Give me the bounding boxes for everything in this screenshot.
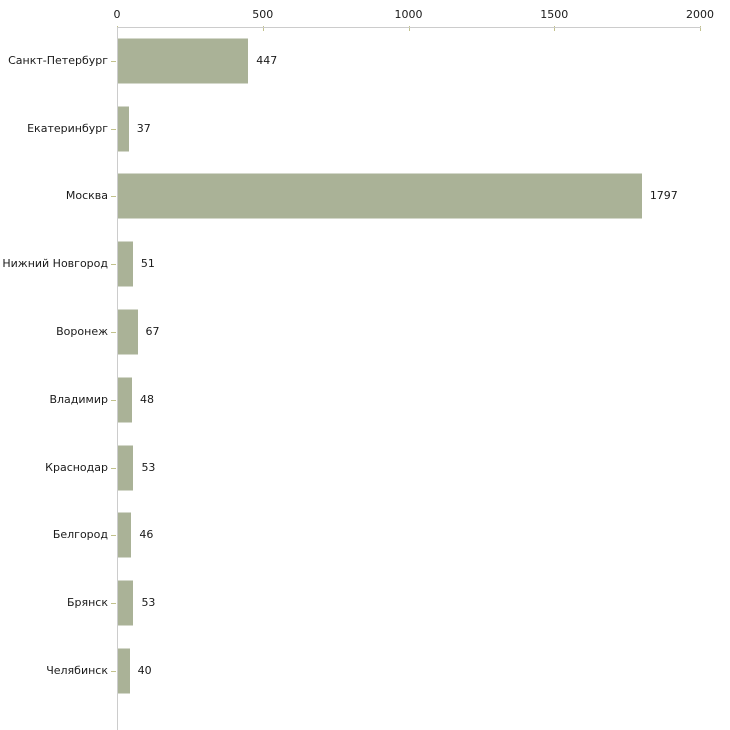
- x-axis-tick-label: 0: [113, 8, 121, 21]
- bar-row: Санкт-Петербург 447: [0, 27, 730, 95]
- bar: [118, 512, 132, 558]
- value-label: 447: [256, 53, 278, 67]
- bar: [118, 309, 138, 355]
- category-tick-mark: [111, 128, 116, 130]
- bar-row: Брянск 53: [0, 569, 730, 637]
- category-label: Челябинск: [46, 664, 108, 678]
- x-axis-tick-label: 500: [252, 8, 274, 21]
- category-tick-mark: [111, 535, 116, 537]
- category-label: Брянск: [66, 596, 108, 610]
- bar: [118, 241, 133, 287]
- category-label: Владимир: [49, 392, 108, 406]
- bar: [118, 580, 134, 626]
- x-axis-tick-mark: [700, 26, 701, 31]
- category-tick-mark: [111, 60, 116, 62]
- category-label: Воронеж: [56, 325, 108, 339]
- x-axis-tick-mark: [262, 26, 264, 31]
- value-label: 46: [139, 528, 154, 542]
- bar: [118, 445, 134, 491]
- category-label: Санкт-Петербург: [8, 53, 108, 67]
- bar-row: Краснодар 53: [0, 434, 730, 502]
- value-label: 37: [136, 121, 151, 135]
- value-label: 51: [140, 257, 155, 271]
- y-axis-line: [117, 27, 118, 730]
- bar: [118, 38, 249, 84]
- value-label: 40: [137, 664, 152, 678]
- bar-row: Москва 1797: [0, 163, 730, 231]
- bar: [118, 648, 130, 694]
- value-label: 48: [139, 392, 154, 406]
- category-tick-mark: [111, 264, 116, 266]
- x-axis-tick-label: 1500: [540, 8, 569, 21]
- x-axis-tick-label: 2000: [686, 8, 714, 21]
- category-label: Нижний Новгород: [2, 257, 108, 271]
- category-label: Краснодар: [45, 460, 108, 474]
- x-axis-tick-mark: [554, 26, 556, 31]
- category-tick-mark: [111, 399, 116, 401]
- category-tick-mark: [111, 196, 116, 198]
- bar-row: Воронеж 67: [0, 298, 730, 366]
- category-label: Белгород: [52, 528, 108, 542]
- x-axis-tick-label: 1000: [394, 8, 423, 21]
- category-tick-mark: [111, 332, 116, 334]
- category-label: Москва: [65, 189, 108, 203]
- x-axis-line: [117, 27, 701, 28]
- category-tick-mark: [111, 603, 116, 605]
- bar-row: Екатеринбург 37: [0, 95, 730, 163]
- bar-row: Челябинск 40: [0, 637, 730, 705]
- x-axis-tick-mark: [408, 26, 410, 31]
- bar-row: Нижний Новгород 51: [0, 230, 730, 298]
- value-label: 67: [145, 325, 160, 339]
- category-tick-mark: [111, 467, 116, 469]
- category-tick-mark: [111, 671, 116, 673]
- category-label: Екатеринбург: [27, 121, 108, 135]
- bar-row: Владимир 48: [0, 366, 730, 434]
- bar-row: Белгород 46: [0, 502, 730, 570]
- bar: [118, 173, 642, 219]
- bar: [118, 377, 132, 423]
- value-label: 53: [141, 596, 156, 610]
- value-label: 1797: [649, 189, 678, 203]
- value-label: 53: [141, 460, 156, 474]
- bar: [118, 106, 129, 152]
